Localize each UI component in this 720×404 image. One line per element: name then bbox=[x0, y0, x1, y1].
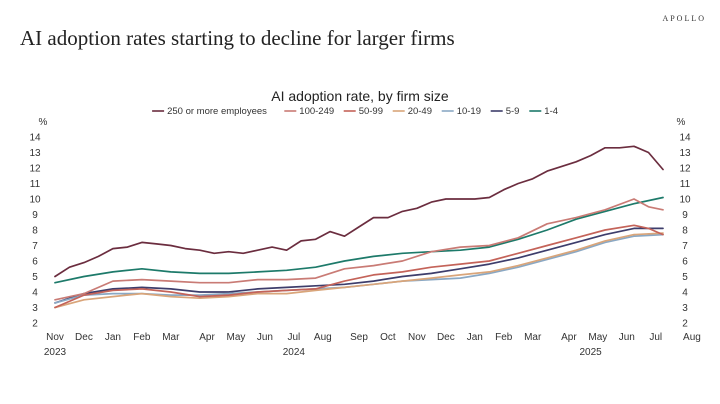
series-line bbox=[54, 196, 664, 284]
y-tick-label-left: 14 bbox=[29, 133, 41, 144]
y-tick-label-left: 9 bbox=[32, 210, 38, 221]
x-tick-label: Nov bbox=[46, 332, 64, 343]
y-tick-label-left: 12 bbox=[29, 164, 41, 175]
page-title: AI adoption rates starting to decline fo… bbox=[20, 26, 455, 50]
y-tick-label-right: 13 bbox=[679, 148, 691, 159]
x-tick-label: Jun bbox=[257, 332, 273, 343]
x-tick-label: Oct bbox=[380, 332, 396, 343]
x-tick-label: Jan bbox=[467, 332, 483, 343]
y-tick-label-right: 12 bbox=[679, 164, 691, 175]
legend-label: 5-9 bbox=[506, 106, 520, 117]
y-tick-label-right: 6 bbox=[682, 257, 688, 268]
y-axis-unit-left: % bbox=[39, 117, 48, 128]
x-tick-label: Mar bbox=[162, 332, 180, 343]
legend-label: 100-249 bbox=[299, 106, 334, 117]
x-tick-label: Jul bbox=[649, 332, 662, 343]
y-tick-label-left: 10 bbox=[29, 195, 41, 206]
series-line bbox=[54, 227, 664, 304]
y-tick-label-right: 2 bbox=[682, 319, 688, 330]
chart-title: AI adoption rate, by firm size bbox=[271, 88, 449, 104]
y-tick-label-left: 5 bbox=[32, 272, 38, 283]
x-tick-label: Feb bbox=[133, 332, 151, 343]
x-tick-label: Aug bbox=[314, 332, 332, 343]
x-tick-label: Apr bbox=[561, 332, 577, 343]
y-tick-label-right: 3 bbox=[682, 303, 688, 314]
x-tick-label: Apr bbox=[199, 332, 215, 343]
x-tick-label: Dec bbox=[75, 332, 93, 343]
x-tick-label: Jun bbox=[619, 332, 635, 343]
y-tick-label-right: 4 bbox=[682, 288, 688, 299]
y-tick-label-left: 13 bbox=[29, 148, 41, 159]
y-tick-label-left: 8 bbox=[32, 226, 38, 237]
y-tick-label-left: 3 bbox=[32, 303, 38, 314]
y-tick-label-left: 2 bbox=[32, 319, 38, 330]
brand-logo: APOLLO bbox=[662, 14, 706, 23]
x-year-label: 2024 bbox=[283, 347, 306, 358]
x-tick-label: Mar bbox=[524, 332, 542, 343]
y-tick-label-right: 7 bbox=[682, 241, 688, 252]
x-tick-label: Aug bbox=[683, 332, 701, 343]
legend-label: 1-4 bbox=[544, 106, 558, 117]
y-tick-label-right: 5 bbox=[682, 272, 688, 283]
y-tick-label-right: 11 bbox=[680, 179, 691, 190]
y-tick-label-right: 8 bbox=[682, 226, 688, 237]
x-tick-label: Nov bbox=[408, 332, 426, 343]
x-tick-label: Feb bbox=[495, 332, 513, 343]
legend-label: 250 or more employees bbox=[167, 106, 267, 117]
series-line bbox=[54, 224, 664, 309]
x-tick-label: Sep bbox=[350, 332, 368, 343]
series-line bbox=[54, 145, 664, 278]
series-line bbox=[54, 232, 664, 309]
legend-label: 50-99 bbox=[359, 106, 383, 117]
x-year-label: 2023 bbox=[44, 347, 67, 358]
series-line bbox=[54, 198, 664, 301]
y-tick-label-left: 4 bbox=[32, 288, 38, 299]
x-tick-label: Jan bbox=[105, 332, 121, 343]
x-tick-label: May bbox=[226, 332, 245, 343]
y-axis-unit-right: % bbox=[677, 117, 686, 128]
legend-label: 10-19 bbox=[457, 106, 481, 117]
x-tick-label: Jul bbox=[287, 332, 300, 343]
x-tick-label: May bbox=[588, 332, 607, 343]
legend-label: 20-49 bbox=[408, 106, 432, 117]
y-tick-label-right: 14 bbox=[679, 133, 691, 144]
x-year-label: 2025 bbox=[579, 347, 602, 358]
y-tick-label-right: 9 bbox=[682, 210, 688, 221]
x-tick-label: Dec bbox=[437, 332, 455, 343]
y-tick-label-left: 6 bbox=[32, 257, 38, 268]
y-tick-label-right: 10 bbox=[679, 195, 691, 206]
y-tick-label-left: 7 bbox=[32, 241, 38, 252]
y-tick-label-left: 11 bbox=[30, 179, 41, 190]
